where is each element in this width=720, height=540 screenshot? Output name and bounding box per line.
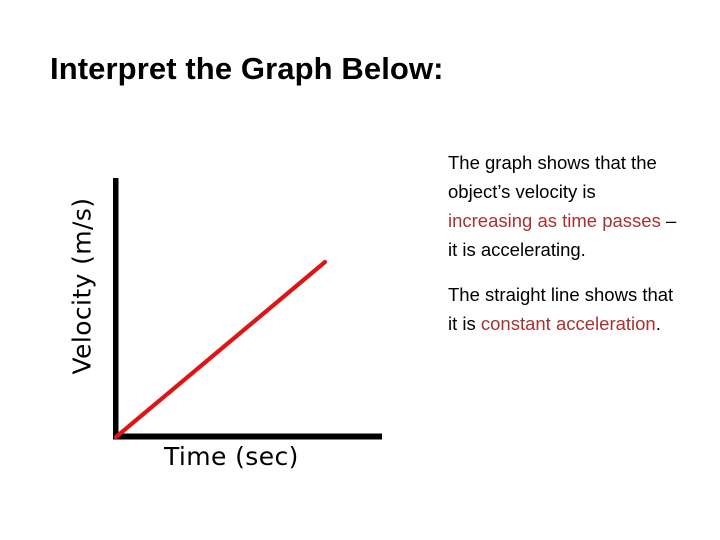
x-axis-line [113, 433, 382, 440]
explanation-text-block: The graph shows that the object’s veloci… [448, 148, 680, 338]
paragraph-1-text-part-1: The graph shows that the object’s veloci… [448, 152, 657, 202]
explanation-paragraph-2: The straight line shows that it is const… [448, 280, 680, 338]
velocity-data-line [113, 259, 328, 440]
x-axis-label: Time (sec) [164, 442, 299, 471]
explanation-paragraph-1: The graph shows that the object’s veloci… [448, 148, 680, 264]
page-title: Interpret the Graph Below: [50, 51, 444, 86]
y-axis-line [113, 178, 119, 439]
paragraph-2-highlight: constant acceleration [480, 313, 656, 334]
paragraph-2-text-part-2: . [655, 313, 661, 334]
paragraph-2-text-part-1: The straight line shows that it is [448, 284, 674, 334]
paragraph-1-text-part-2: – it is accelerating. [448, 210, 677, 260]
velocity-time-graph: Velocity (m/s) Time (sec) [67, 178, 382, 471]
paragraph-1-highlight: increasing as time passes [448, 210, 661, 231]
graph-drawing [113, 178, 382, 440]
y-axis-label: Velocity (m/s) [67, 197, 97, 375]
